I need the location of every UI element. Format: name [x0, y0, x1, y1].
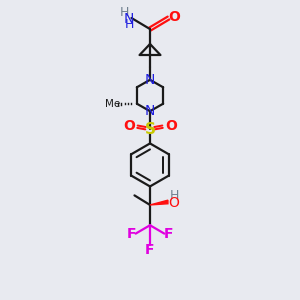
Text: Me: Me [105, 99, 121, 109]
Text: F: F [145, 243, 155, 257]
Text: O: O [165, 119, 177, 133]
Text: O: O [168, 11, 180, 24]
Text: N: N [145, 104, 155, 118]
Text: F: F [126, 226, 136, 241]
Text: N: N [123, 12, 134, 26]
Text: O: O [123, 119, 135, 133]
Text: H: H [170, 190, 179, 202]
Text: F: F [164, 226, 174, 241]
Text: H: H [125, 18, 134, 31]
Text: H: H [119, 6, 129, 19]
Text: O: O [169, 196, 179, 210]
Text: N: N [145, 73, 155, 87]
Polygon shape [150, 200, 168, 205]
Text: S: S [145, 122, 155, 136]
